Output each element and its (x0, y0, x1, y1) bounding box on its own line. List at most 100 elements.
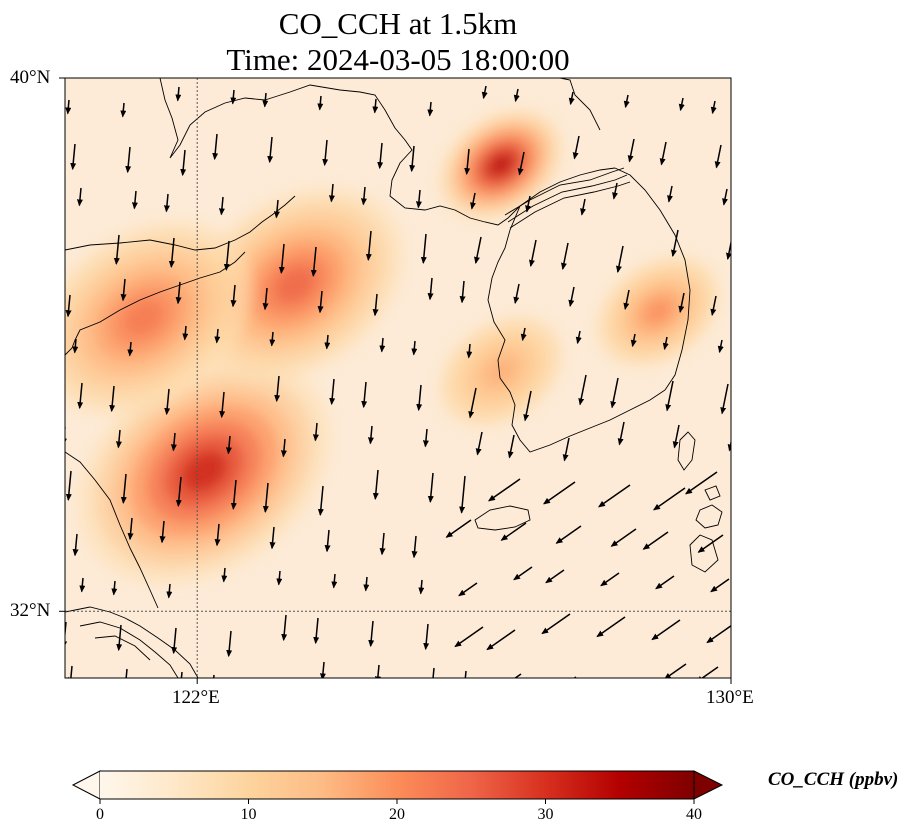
wind-arrow-167 (706, 624, 731, 644)
colorbar-tick-40: 40 (686, 806, 702, 823)
wind-arrow-143 (221, 567, 228, 583)
colorbar-label: CO_CCH (ppbv) (768, 769, 899, 790)
hotspot-3 (437, 108, 564, 222)
wind-arrow-100 (170, 432, 177, 452)
wind-arrow-173 (319, 661, 326, 678)
wind-arrow-3 (230, 89, 237, 105)
wind-arrow-44 (168, 237, 175, 268)
wind-arrow-105 (422, 428, 429, 448)
wind-arrow-75 (324, 334, 331, 350)
wind-arrow-66 (568, 286, 575, 308)
wind-arrow-162 (454, 626, 484, 648)
map-title-line2: Time: 2024-03-05 18:00:00 (226, 42, 570, 77)
wind-arrow-181 (695, 666, 719, 678)
wind-arrow-16 (180, 149, 187, 177)
wind-arrow-62 (372, 293, 379, 317)
wind-arrow-41 (722, 188, 728, 206)
wind-arrow-99 (115, 429, 122, 449)
wind-arrow-45 (223, 240, 230, 271)
map-title-line1: CO_CCH at 1.5km (278, 6, 518, 41)
wind-arrow-69 (710, 295, 717, 317)
wind-arrow-15 (125, 146, 132, 174)
wind-arrow-78 (466, 343, 473, 359)
wind-arrow-139 (697, 534, 724, 553)
wind-arrow-96 (665, 380, 674, 412)
wind-arrow-119 (427, 472, 434, 503)
wind-arrow-149 (513, 566, 533, 581)
wind-arrow-114 (175, 476, 182, 507)
wind-arrow-77 (411, 340, 418, 356)
wind-arrow-137 (610, 528, 637, 547)
wind-arrow-35 (415, 189, 422, 209)
wind-arrow-48 (365, 230, 372, 261)
concentration-field (65, 108, 722, 585)
wind-vectors (65, 85, 731, 695)
wind-arrow-7 (427, 101, 434, 117)
wind-arrow-25 (627, 138, 635, 163)
wind-arrow-81 (630, 333, 637, 348)
map-plot (59, 77, 732, 695)
lat-tick-32: 32°N (10, 600, 51, 621)
wind-arrow-97 (720, 383, 729, 415)
wind-arrow-94 (578, 374, 587, 406)
wind-arrow-43 (113, 234, 120, 265)
wind-arrow-131 (324, 529, 331, 553)
wind-arrow-80 (575, 330, 582, 345)
wind-arrow-84 (77, 382, 84, 410)
wind-arrow-125 (685, 471, 718, 495)
wind-arrow-18 (267, 136, 274, 164)
wind-arrow-123 (598, 484, 631, 508)
coastline (65, 78, 723, 678)
wind-arrow-118 (372, 469, 379, 500)
wind-arrow-103 (312, 422, 319, 442)
wind-arrow-104 (367, 425, 374, 445)
wind-arrow-161 (423, 623, 430, 651)
wind-arrow-17 (212, 133, 219, 161)
wind-arrow-73 (214, 328, 221, 344)
wind-arrow-160 (368, 620, 375, 648)
wind-arrow-52 (560, 242, 569, 270)
lon-tick-130: 130°E (706, 687, 754, 708)
wind-arrow-128 (159, 520, 166, 544)
wind-arrow-110 (672, 424, 680, 449)
wind-arrow-14 (70, 143, 77, 171)
wind-arrow-127 (127, 517, 134, 541)
wind-arrow-51 (528, 239, 537, 267)
wind-arrow-134 (445, 519, 472, 538)
wind-arrow-106 (475, 431, 483, 456)
wind-arrow-164 (541, 613, 571, 635)
wind-arrow-166 (651, 619, 681, 641)
axis-ticks (59, 77, 732, 684)
wind-arrow-2 (175, 86, 182, 102)
wind-arrow-132 (379, 532, 386, 556)
wind-arrow-121 (488, 478, 521, 502)
wind-arrow-22 (464, 148, 471, 176)
wind-arrow-57 (120, 278, 127, 302)
wind-arrow-11 (623, 94, 630, 109)
wind-arrow-102 (280, 438, 287, 458)
wind-arrow-30 (163, 193, 170, 213)
wind-arrow-138 (642, 531, 669, 550)
map-frame (64, 77, 732, 679)
wind-arrow-170 (180, 671, 183, 678)
wind-arrow-146 (363, 576, 370, 592)
wind-arrow-165 (596, 616, 626, 638)
wind-arrow-67 (623, 289, 630, 311)
wind-arrow-142 (166, 583, 173, 599)
wind-arrow-82 (662, 336, 669, 351)
wind-arrow-168 (67, 665, 74, 678)
wind-arrow-29 (131, 190, 138, 210)
wind-arrow-109 (617, 421, 625, 446)
wind-arrow-71 (127, 341, 134, 357)
wind-arrow-180 (663, 663, 687, 678)
wind-arrow-129 (214, 523, 221, 547)
wind-arrow-92 (468, 387, 477, 419)
wind-arrow-53 (615, 245, 624, 273)
wind-arrow-126 (72, 533, 79, 557)
wind-arrow-179 (610, 680, 631, 695)
wind-arrow-55 (725, 239, 731, 260)
wind-arrow-91 (416, 384, 423, 412)
wind-arrow-4 (262, 92, 269, 108)
wind-arrow-145 (331, 573, 338, 589)
wind-arrow-39 (612, 182, 618, 200)
